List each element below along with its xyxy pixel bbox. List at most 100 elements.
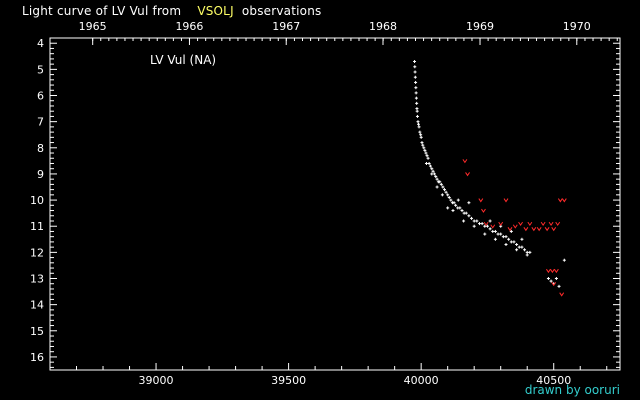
y-tick-label: 6: [37, 90, 44, 103]
y-tick-label: 15: [30, 325, 44, 338]
upper-limit-point: [557, 198, 563, 203]
upper-limit-point: [551, 281, 557, 287]
upper-limit-point: [548, 221, 554, 227]
x-tick-label: 40000: [404, 374, 439, 387]
observation-point: [467, 201, 471, 205]
upper-limit-point: [483, 221, 489, 227]
observation-point: [501, 235, 505, 239]
observation-point: [549, 279, 553, 283]
x-tick-label: 40500: [536, 374, 571, 387]
upper-limit-point: [465, 172, 470, 177]
observation-point: [515, 243, 519, 247]
observation-point: [444, 190, 448, 194]
y-tick-label: 14: [30, 299, 44, 312]
observation-point: [415, 101, 419, 105]
observation-point: [438, 180, 442, 184]
observation-point: [462, 219, 466, 223]
credit-text: drawn by ooruri: [524, 383, 620, 397]
observation-point: [447, 195, 451, 199]
observation-point: [449, 198, 453, 202]
observation-point: [413, 75, 417, 79]
observation-point: [427, 161, 431, 165]
upper-limit-point: [490, 224, 496, 229]
year-tick-label: 1967: [272, 20, 300, 33]
observation-point: [507, 237, 511, 241]
observation-point: [435, 177, 439, 181]
observation-point: [416, 120, 420, 124]
observation-point: [470, 216, 474, 220]
observation-point: [454, 203, 458, 207]
observation-point: [517, 245, 521, 249]
upper-limit-point: [540, 221, 546, 227]
observation-point: [488, 219, 492, 223]
title-suffix: observations: [241, 4, 322, 18]
observation-point: [415, 114, 419, 118]
observation-point: [557, 284, 561, 288]
observation-point: [499, 232, 503, 236]
observation-point: [415, 109, 419, 113]
observation-point: [434, 175, 438, 179]
year-tick-label: 1966: [175, 20, 203, 33]
observation-point: [417, 122, 421, 126]
upper-limit-point: [518, 221, 523, 227]
upper-limit-point: [559, 292, 565, 297]
upper-limit-point: [512, 224, 518, 229]
observation-point: [423, 148, 427, 152]
observation-point: [414, 86, 418, 90]
upper-limit-point: [546, 268, 551, 274]
observation-point: [413, 65, 417, 69]
chart-title: Light curve of LV Vul from VSOLJ observa…: [22, 4, 321, 18]
observation-point: [419, 135, 423, 139]
observation-point: [456, 198, 460, 202]
observation-point: [452, 201, 456, 205]
observation-point: [460, 209, 464, 213]
observation-point: [430, 172, 434, 176]
observation-point: [422, 146, 426, 150]
observation-point: [483, 232, 487, 236]
year-tick-label: 1965: [79, 20, 107, 33]
observation-point: [546, 277, 550, 281]
upper-limit-point: [478, 198, 484, 203]
observation-point: [477, 222, 481, 226]
observation-point: [413, 60, 417, 64]
x-tick-label: 39500: [271, 374, 306, 387]
y-tick-label: 16: [30, 351, 44, 364]
observation-point: [493, 237, 497, 241]
upper-limit-point: [481, 208, 486, 213]
observation-point: [458, 206, 462, 210]
observation-point: [520, 237, 524, 241]
upper-limit-point: [523, 227, 529, 232]
observation-point: [562, 258, 566, 262]
y-tick-label: 7: [37, 116, 44, 129]
upper-limit-point: [551, 227, 557, 232]
upper-limit-point: [536, 227, 542, 232]
observation-point: [420, 141, 424, 145]
upper-limit-point: [462, 159, 468, 164]
observation-point: [475, 219, 479, 223]
observation-point: [417, 125, 421, 129]
upper-limit-point: [544, 227, 550, 232]
observation-point: [485, 224, 489, 228]
y-tick-label: 9: [37, 168, 44, 181]
observation-point: [483, 224, 487, 228]
observation-point: [432, 172, 436, 176]
observation-point: [509, 240, 513, 244]
observation-point: [525, 250, 529, 254]
observation-point: [509, 229, 513, 233]
upper-limit-point: [498, 221, 504, 227]
observation-point: [441, 185, 445, 189]
observation-point: [426, 156, 430, 160]
observation-point: [504, 235, 508, 239]
observation-point: [496, 232, 500, 236]
observation-point: [414, 91, 418, 95]
title-prefix: Light curve of LV Vul from: [22, 4, 182, 18]
year-tick-label: 1970: [563, 20, 591, 33]
observation-point: [467, 214, 471, 218]
observation-point: [419, 133, 423, 137]
observation-point: [439, 182, 443, 186]
upper-limit-point: [531, 227, 537, 232]
upper-limit-point: [555, 221, 561, 227]
y-tick-label: 11: [30, 220, 44, 233]
